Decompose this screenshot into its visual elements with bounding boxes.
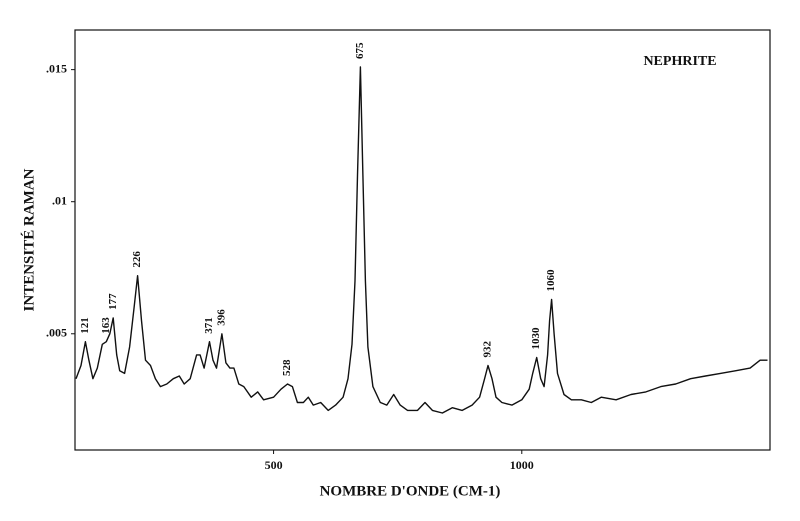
peak-label: 396: [215, 309, 227, 326]
peak-label: 121: [79, 317, 91, 334]
peak-label: 163: [100, 317, 112, 334]
peak-label: 932: [482, 340, 494, 357]
peak-label: 1030: [530, 327, 542, 350]
x-axis-title: NOMBRE D'ONDE (CM-1): [320, 483, 501, 499]
y-tick-label: .015: [46, 61, 67, 75]
peak-label: 371: [203, 317, 215, 334]
peak-label: 1060: [545, 269, 557, 292]
y-tick-label: .005: [46, 326, 67, 340]
peak-label: 226: [131, 251, 143, 268]
peak-label: 177: [107, 293, 119, 310]
peak-label: 675: [354, 42, 366, 59]
y-axis-title: INTENSITÉ RAMAN: [20, 168, 37, 311]
plot-frame: [74, 29, 771, 451]
x-tick-label: 1000: [510, 458, 534, 472]
spectrum-line: [75, 66, 768, 414]
x-tick-label: 500: [265, 458, 283, 472]
y-tick-label: .01: [52, 193, 67, 207]
peak-label: 528: [281, 359, 293, 376]
chart-title: NEPHRITE: [643, 54, 716, 69]
